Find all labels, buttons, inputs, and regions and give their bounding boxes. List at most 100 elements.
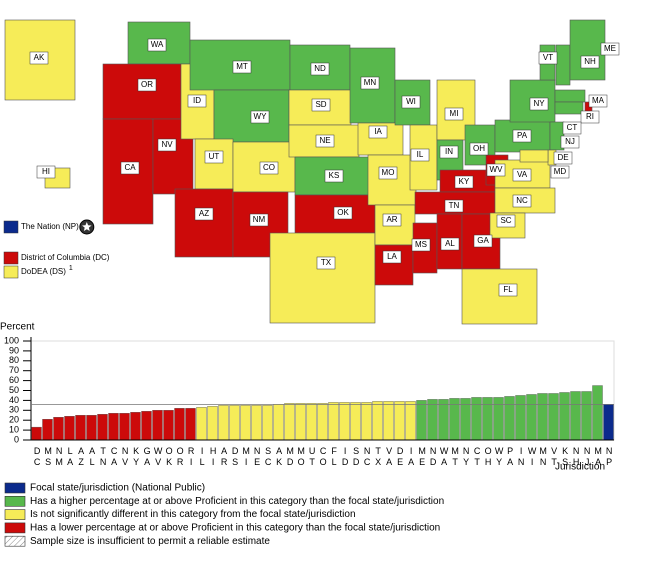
- state-label: IA: [374, 127, 382, 136]
- state: [357, 122, 404, 156]
- state-label-box: [259, 161, 279, 175]
- bar: [152, 410, 163, 441]
- x-tick-label: MA: [593, 446, 603, 468]
- legend-label: Has a lower percentage at or above Profi…: [30, 523, 440, 534]
- x-tick-label: TN: [98, 446, 108, 468]
- x-tick-label: AL: [87, 446, 97, 468]
- x-tick-label: ND: [428, 446, 438, 468]
- y-tick-label: 100: [4, 335, 19, 345]
- bar: [130, 412, 141, 441]
- bar: [229, 405, 240, 441]
- state-label: KS: [329, 171, 340, 180]
- state-label-box: [473, 234, 493, 248]
- state-label: MO: [382, 168, 395, 177]
- y-tick-label: 10: [9, 424, 19, 434]
- bar: [31, 426, 42, 441]
- x-tick-label: IL: [197, 446, 207, 468]
- state-label: TN: [449, 201, 460, 210]
- state-label-box: [157, 138, 177, 152]
- legend-swatch: [4, 495, 26, 507]
- x-tick-label: WI: [527, 446, 537, 468]
- state-label: NJ: [565, 137, 575, 146]
- x-tick-label: MD: [285, 446, 295, 468]
- legend-swatch: [4, 522, 26, 534]
- state-label: NE: [319, 136, 330, 145]
- legend-swatch: [4, 535, 26, 547]
- state-label: AL: [445, 239, 455, 248]
- bar: [559, 392, 570, 441]
- state-label: IL: [417, 150, 424, 159]
- state: [554, 89, 586, 103]
- x-tick-label: SD: [351, 446, 361, 468]
- bar: [515, 395, 526, 441]
- state-label: CT: [567, 123, 578, 132]
- map-legend-swatch: [3, 220, 19, 234]
- state-label-box: [187, 94, 207, 108]
- legend-label: Is not significantly different in this c…: [30, 509, 356, 520]
- footnote-marker: 1: [69, 265, 73, 272]
- state-label-box: [439, 145, 459, 159]
- bar: [548, 393, 559, 441]
- y-tick-label: 50: [9, 385, 19, 395]
- state-label: PA: [517, 131, 528, 140]
- bar: [185, 408, 196, 441]
- x-tick-label: ME: [417, 446, 427, 468]
- bar: [416, 400, 427, 441]
- x-tick-label: VT: [549, 446, 559, 468]
- bar: [97, 414, 108, 441]
- x-tick-label: FL: [329, 446, 339, 468]
- x-tick-label: AZ: [76, 446, 86, 468]
- bar: [240, 405, 251, 441]
- map-legend-label: The Nation (NP): [21, 222, 79, 231]
- x-tick-label: CA: [109, 446, 119, 468]
- state-label-box: [382, 213, 402, 227]
- state-label-box: [444, 199, 464, 213]
- x-tick-label: GA: [142, 446, 152, 468]
- bar: [350, 402, 361, 441]
- state-label-box: [311, 98, 331, 112]
- state-label-box: [440, 237, 460, 251]
- x-tick-label: TX: [373, 446, 383, 468]
- x-tick-label: CT: [472, 446, 482, 468]
- bar: [394, 401, 405, 441]
- bar: [273, 404, 284, 441]
- state-label: MA: [592, 96, 605, 105]
- x-tick-label: MI: [241, 446, 251, 468]
- state-label: NC: [516, 196, 528, 205]
- state: [102, 63, 182, 120]
- state-label-box: [588, 94, 608, 108]
- x-tick-label: PA: [505, 446, 515, 468]
- state-label-box: [550, 165, 570, 179]
- state: [269, 232, 376, 324]
- x-tick-label: NY: [461, 446, 471, 468]
- state-label-box: [120, 161, 140, 175]
- x-tick-label: WV: [153, 446, 163, 468]
- state-label: OR: [141, 80, 153, 89]
- state-label-box: [382, 250, 402, 264]
- state-label: WV: [490, 165, 504, 174]
- x-tick-label: NM: [54, 446, 64, 468]
- bar: [405, 401, 416, 441]
- bar: [471, 397, 482, 441]
- bar: [317, 403, 328, 441]
- state: [174, 188, 234, 258]
- x-tick-label: AR: [219, 446, 229, 468]
- state: [194, 138, 234, 190]
- state-label: NH: [584, 57, 596, 66]
- state-label-box: [512, 168, 532, 182]
- state-label-box: [512, 194, 532, 208]
- state-label: SD: [315, 100, 326, 109]
- map-legend-swatch: [3, 251, 19, 265]
- state-label: NV: [161, 140, 173, 149]
- state-label-box: [496, 214, 516, 228]
- bar: [570, 391, 581, 441]
- bar: [75, 415, 86, 441]
- legend-label: Has a higher percentage at or above Prof…: [30, 496, 444, 507]
- bar: [119, 413, 130, 441]
- state-label: MS: [415, 240, 427, 249]
- bar: [108, 413, 119, 441]
- bar: [328, 402, 339, 441]
- state-label-box: [360, 76, 380, 90]
- state-label: DE: [557, 153, 568, 162]
- x-tick-label: IN: [516, 446, 526, 468]
